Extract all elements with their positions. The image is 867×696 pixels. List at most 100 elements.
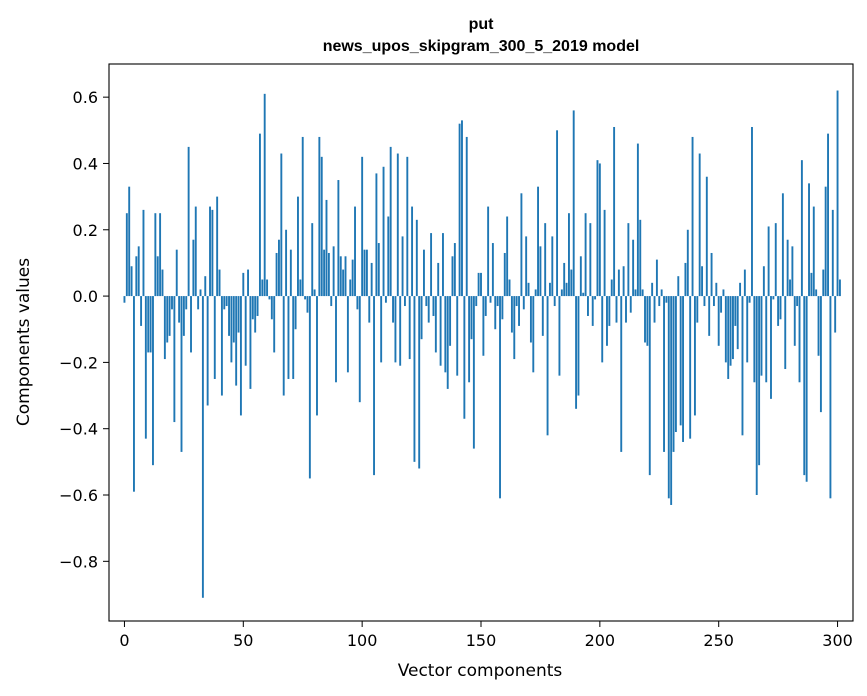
y-axis: −0.8 −0.6 −0.4 −0.2 0.0 0.2 0.4 0.6 xyxy=(59,88,109,571)
bar-150 xyxy=(480,272,482,297)
bar-277 xyxy=(781,193,784,297)
bar-256 xyxy=(732,296,734,360)
bar-260 xyxy=(741,296,744,436)
bar-58 xyxy=(261,279,264,297)
bar-9 xyxy=(144,296,147,439)
bar-213 xyxy=(629,296,632,313)
bar-242 xyxy=(698,153,701,297)
bar-207 xyxy=(615,296,618,323)
bar-96 xyxy=(351,259,354,297)
x-tick-label: 300 xyxy=(822,631,853,650)
bar-124 xyxy=(418,296,421,469)
bar-43 xyxy=(225,296,228,307)
bar-214 xyxy=(632,239,635,297)
bar-286 xyxy=(803,296,806,476)
bar-68 xyxy=(285,229,288,297)
bar-4 xyxy=(133,296,135,492)
bar-275 xyxy=(777,296,780,326)
bar-251 xyxy=(720,296,723,313)
bar-48 xyxy=(237,296,240,333)
bar-126 xyxy=(423,249,425,297)
bar-239 xyxy=(691,136,694,297)
bar-264 xyxy=(751,126,753,297)
bar-133 xyxy=(439,296,442,366)
bar-301 xyxy=(838,279,841,297)
bar-199 xyxy=(596,160,599,297)
bar-293 xyxy=(819,296,822,413)
bar-183 xyxy=(558,296,561,376)
bar-168 xyxy=(522,296,525,310)
bar-117 xyxy=(401,236,404,297)
bar-224 xyxy=(655,259,658,297)
bar-32 xyxy=(199,289,202,297)
bar-55 xyxy=(254,296,257,333)
bar-138 xyxy=(451,256,454,297)
bar-220 xyxy=(646,296,649,346)
y-tick-label: 0.2 xyxy=(73,221,98,240)
bar-181 xyxy=(553,296,556,307)
bar-153 xyxy=(487,206,490,297)
bar-103 xyxy=(368,296,371,323)
bar-2 xyxy=(128,186,131,297)
bar-169 xyxy=(525,236,528,297)
bar-62 xyxy=(270,296,273,320)
bar-231 xyxy=(672,296,675,452)
bar-280 xyxy=(789,279,791,297)
y-tick-label: 0.6 xyxy=(73,88,98,107)
bar-10 xyxy=(147,296,150,353)
bar-6 xyxy=(137,246,140,297)
bar-15 xyxy=(159,213,162,297)
bar-200 xyxy=(598,163,601,297)
bar-40 xyxy=(218,269,221,297)
bar-61 xyxy=(268,296,271,300)
bar-38 xyxy=(213,296,216,379)
bar-232 xyxy=(674,296,677,433)
bar-95 xyxy=(349,279,352,297)
bar-257 xyxy=(734,296,737,326)
bar-98 xyxy=(356,296,359,310)
bar-236 xyxy=(684,262,687,297)
bar-67 xyxy=(282,296,285,396)
bar-298 xyxy=(831,209,834,297)
bar-215 xyxy=(634,289,637,297)
bar-177 xyxy=(544,223,547,297)
bar-222 xyxy=(651,282,654,297)
bar-74 xyxy=(299,279,302,297)
bar-253 xyxy=(724,296,727,363)
y-tick-label: 0.0 xyxy=(73,287,98,306)
bar-81 xyxy=(316,296,318,416)
bar-229 xyxy=(667,296,670,499)
bar-57 xyxy=(258,133,261,297)
bar-184 xyxy=(560,289,563,297)
bar-197 xyxy=(591,296,594,326)
bar-19 xyxy=(168,296,171,336)
plot-frame xyxy=(108,63,854,622)
bar-276 xyxy=(779,296,782,320)
bar-30 xyxy=(194,206,197,297)
bar-194 xyxy=(584,213,587,297)
bar-283 xyxy=(796,296,799,307)
bar-86 xyxy=(327,252,330,297)
bar-119 xyxy=(406,156,409,297)
bar-122 xyxy=(413,296,416,462)
bar-69 xyxy=(287,296,290,379)
bar-282 xyxy=(793,296,796,346)
bar-151 xyxy=(482,296,485,356)
bar-14 xyxy=(156,256,159,297)
bar-246 xyxy=(708,296,711,336)
bar-196 xyxy=(589,223,592,297)
bar-34 xyxy=(204,276,207,297)
bar-125 xyxy=(420,296,423,340)
bar-121 xyxy=(411,206,414,297)
bar-218 xyxy=(641,289,644,297)
y-tick-label: −0.2 xyxy=(59,353,98,372)
bar-278 xyxy=(784,296,787,370)
bar-93 xyxy=(344,256,347,297)
bar-3 xyxy=(130,266,133,297)
bar-78 xyxy=(308,296,311,479)
bar-128 xyxy=(427,296,430,323)
bar-46 xyxy=(232,296,235,343)
bar-53 xyxy=(249,296,252,389)
bar-27 xyxy=(187,146,190,297)
bar-155 xyxy=(491,243,494,297)
